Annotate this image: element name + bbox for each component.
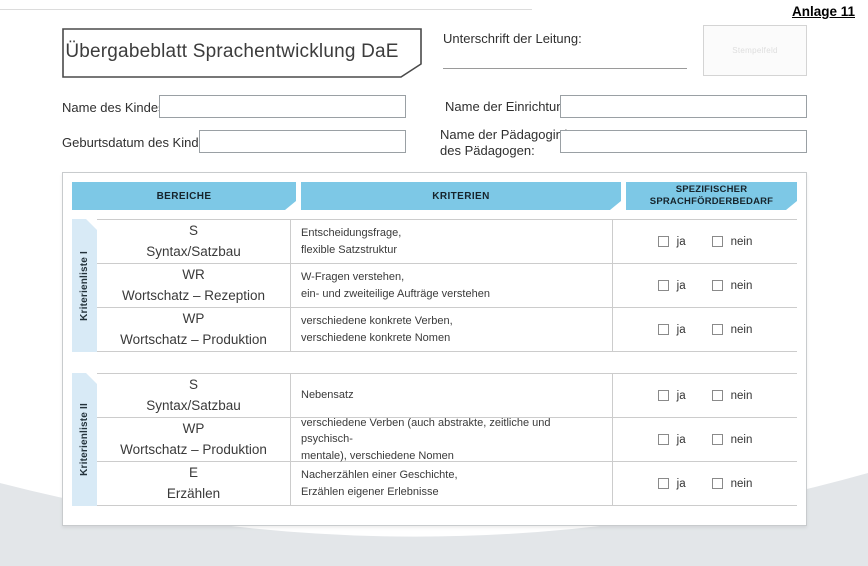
institution-field[interactable] (560, 95, 807, 118)
bereich-code: S (188, 223, 198, 239)
section-tab-label: Kriterienliste II (79, 403, 90, 476)
educator-label: Name der Pädagogin/ des Pädagogen: (440, 127, 567, 158)
checkbox-nein[interactable] (711, 324, 723, 335)
header-foerderbedarf: SPEZIFISCHER SPRACHFÖRDERBEDARF (626, 182, 797, 210)
checkbox-nein-label: nein (730, 389, 753, 402)
checkbox-ja-label: ja (676, 279, 686, 292)
section-tab: Kriterienliste I (72, 219, 97, 352)
form-title-box: Übergabeblatt Sprachentwicklung DaE (62, 28, 422, 78)
checkbox-nein-label: nein (730, 323, 753, 336)
header-kriterien: KRITERIEN (301, 182, 621, 210)
birthdate-label: Geburtsdatum des Kindes: (62, 135, 216, 150)
header-bereiche: BEREICHE (72, 182, 296, 210)
checkbox-nein[interactable] (711, 236, 723, 247)
checkbox-ja[interactable] (657, 434, 669, 445)
page-title: Übergabeblatt Sprachentwicklung DaE (65, 41, 399, 62)
table-row: S Syntax/Satzbau Entscheidungsfrage, fle… (97, 220, 797, 264)
checkbox-ja-label: ja (676, 433, 686, 446)
foerderbedarf-cell: ja nein (612, 264, 797, 307)
bereich-name: Syntax/Satzbau (146, 397, 241, 413)
table-row: WP Wortschatz – Produktion verschiedene … (97, 308, 797, 352)
bereich-code: WP (182, 421, 205, 437)
signature-line (443, 68, 687, 69)
title-box-outline (62, 28, 422, 78)
annotation-label: Anlage 11 (791, 4, 855, 19)
kriterien-text: Nebensatz (290, 374, 612, 417)
section-tab: Kriterienliste II (72, 373, 97, 506)
table-row: WR Wortschatz – Rezeption W-Fragen verst… (97, 264, 797, 308)
table-header-row: BEREICHE KRITERIEN SPEZIFISCHER SPRACHFÖ… (72, 182, 797, 210)
stamp-placeholder: Stempelfeld (732, 46, 778, 55)
child-name-label: Name des Kindes: (62, 100, 169, 115)
signature-label: Unterschrift der Leitung: (443, 31, 582, 46)
checkbox-ja-label: ja (676, 477, 686, 490)
checkbox-nein[interactable] (711, 280, 723, 291)
foerderbedarf-cell: ja nein (612, 418, 797, 461)
checkbox-nein-label: nein (730, 279, 753, 292)
bereich-code: S (188, 377, 198, 393)
bereich-name: Wortschatz – Produktion (120, 331, 267, 347)
kriterien-text: verschiedene Verben (auch abstrakte, zei… (290, 417, 612, 462)
bereich-code: WP (182, 311, 205, 327)
kriterien-text: W-Fragen verstehen, ein- und zweiteilige… (290, 264, 612, 307)
foerderbedarf-cell: ja nein (612, 308, 797, 351)
checkbox-ja[interactable] (657, 280, 669, 291)
bereich-name: Wortschatz – Produktion (120, 441, 267, 457)
checkbox-ja[interactable] (657, 390, 669, 401)
kriterien-text: Nacherzählen einer Geschichte, Erzählen … (290, 462, 612, 505)
checkbox-nein[interactable] (711, 478, 723, 489)
checkbox-ja[interactable] (657, 478, 669, 489)
checkbox-nein-label: nein (730, 477, 753, 490)
kriterien-text: Entscheidungsfrage, flexible Satzstruktu… (290, 220, 612, 263)
foerderbedarf-cell: ja nein (612, 462, 797, 505)
checkbox-ja-label: ja (676, 389, 686, 402)
page-top-rule (0, 9, 532, 10)
checkbox-ja[interactable] (657, 236, 669, 247)
bereich-code: WR (182, 267, 205, 283)
stamp-field: Stempelfeld (703, 25, 807, 76)
foerderbedarf-cell: ja nein (612, 374, 797, 417)
bereich-name: Wortschatz – Rezeption (121, 287, 266, 303)
table-row: S Syntax/Satzbau Nebensatz ja nein (97, 374, 797, 418)
section-kriterienliste-2: Kriterienliste II S Syntax/Satzbau Neben… (72, 373, 797, 506)
criteria-table: BEREICHE KRITERIEN SPEZIFISCHER SPRACHFÖ… (62, 172, 807, 526)
checkbox-ja[interactable] (657, 324, 669, 335)
bereich-name: Erzählen (166, 485, 221, 501)
checkbox-nein-label: nein (730, 235, 753, 248)
child-name-field[interactable] (159, 95, 406, 118)
checkbox-nein[interactable] (711, 434, 723, 445)
educator-field[interactable] (560, 130, 807, 153)
table-row: E Erzählen Nacherzählen einer Geschichte… (97, 462, 797, 506)
institution-label: Name der Einrichtung: (445, 99, 575, 114)
checkbox-ja-label: ja (676, 323, 686, 336)
kriterien-text: verschiedene konkrete Verben, verschiede… (290, 308, 612, 351)
bereich-code: E (188, 465, 198, 481)
bereich-name: Syntax/Satzbau (146, 243, 241, 259)
birthdate-field[interactable] (199, 130, 406, 153)
table-row: WP Wortschatz – Produktion verschiedene … (97, 417, 797, 462)
checkbox-nein[interactable] (711, 390, 723, 401)
foerderbedarf-cell: ja nein (612, 220, 797, 263)
checkbox-ja-label: ja (676, 235, 686, 248)
section-kriterienliste-1: Kriterienliste I S Syntax/Satzbau Entsch… (72, 219, 797, 352)
section-tab-label: Kriterienliste I (79, 250, 90, 321)
checkbox-nein-label: nein (730, 433, 753, 446)
